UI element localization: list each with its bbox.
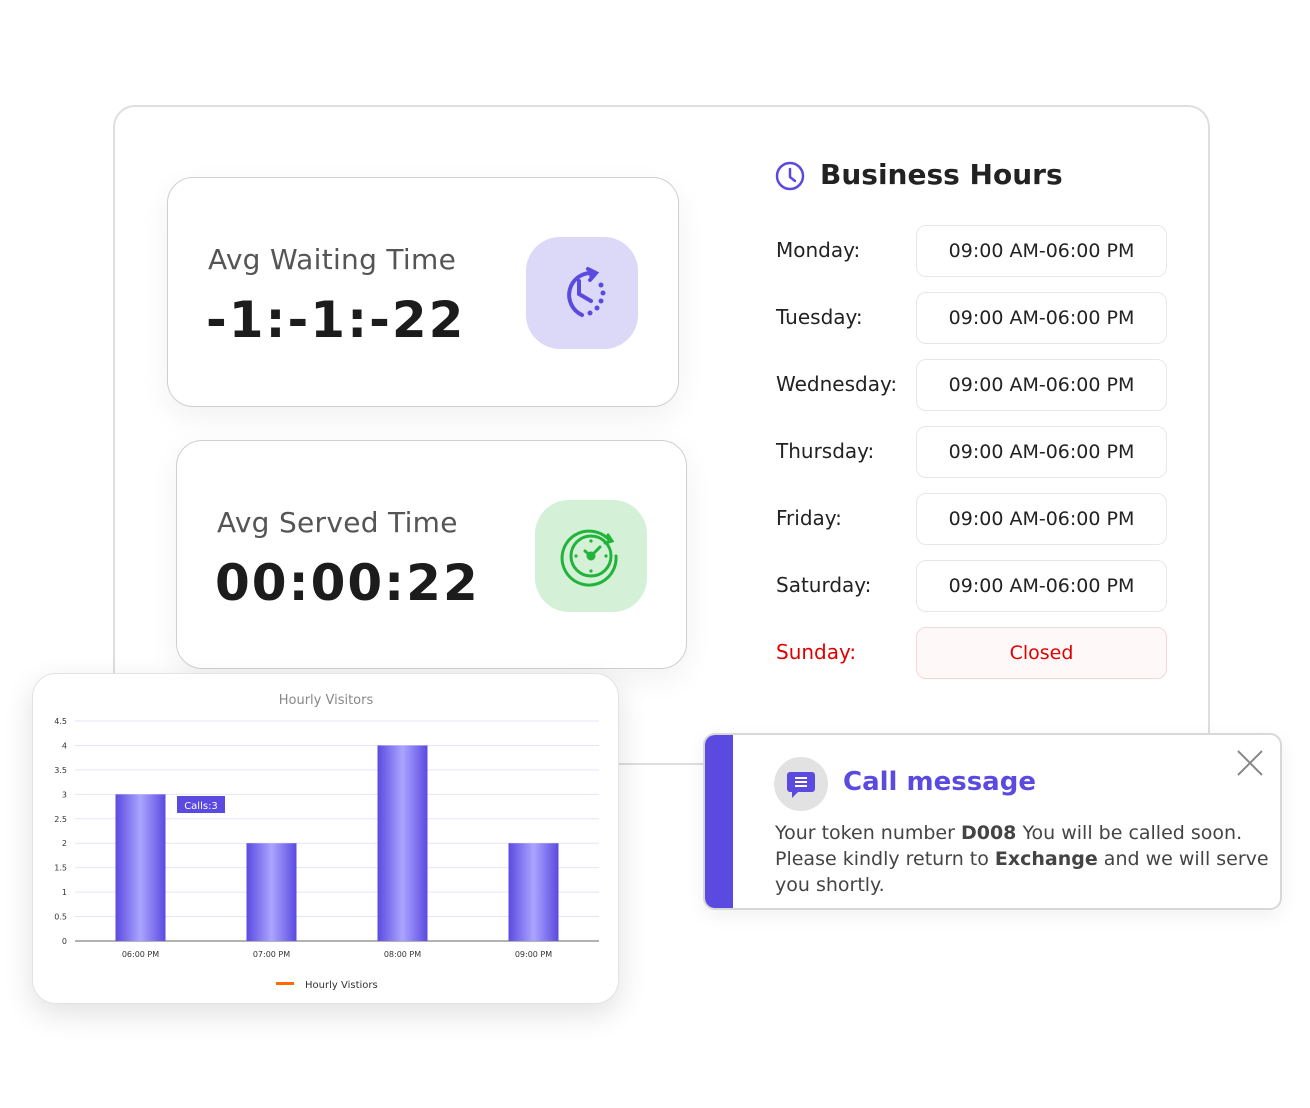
hours-row-friday: Friday: 09:00 AM-06:00 PM [776,493,1168,545]
call-message-body: Your token number D008 You will be calle… [775,820,1275,898]
chart-legend[interactable]: Hourly Vistiors [276,980,378,991]
avg-waiting-time-label: Avg Waiting Time [208,243,457,276]
chat-message-icon [774,757,828,811]
bar-0600[interactable] [115,794,166,941]
hours-field[interactable]: 09:00 AM-06:00 PM [916,292,1167,344]
hours-row-wednesday: Wednesday: 09:00 AM-06:00 PM [776,359,1168,411]
hours-field[interactable]: 09:00 AM-06:00 PM [916,359,1167,411]
message-text: You will be called soon. Please kindly r… [775,822,1243,870]
clock-rotate-icon [526,237,638,349]
avg-served-time-value: 00:00:22 [215,554,480,612]
y-tick-label: 2.5 [54,815,67,824]
chart-tooltip: Calls:3 [177,796,225,813]
hours-row-thursday: Thursday: 09:00 AM-06:00 PM [776,426,1168,478]
avg-waiting-time-value: -1:-1:-22 [206,291,466,349]
location-name: Exchange [994,848,1098,870]
x-tick-label: 08:00 PM [384,950,421,959]
y-tick-label: 1.5 [54,864,67,873]
bar-0700[interactable] [246,843,297,941]
hours-row-saturday: Saturday: 09:00 AM-06:00 PM [776,560,1168,612]
accent-bar [705,735,733,908]
y-tick-label: 0 [62,937,67,946]
token-number: D008 [960,822,1017,844]
y-tick-label: 3 [62,790,67,799]
day-label: Wednesday: [776,372,898,396]
avg-waiting-time-card: Avg Waiting Time -1:-1:-22 [167,177,679,407]
close-icon[interactable] [1236,749,1264,781]
clock-icon [775,161,805,195]
bar-0800[interactable] [377,745,428,941]
tooltip-text: Calls:3 [184,801,218,812]
day-label: Tuesday: [776,305,863,329]
call-message-toast: Call message Your token number D008 You … [703,733,1282,910]
day-label: Friday: [776,506,842,530]
hours-field[interactable]: 09:00 AM-06:00 PM [916,493,1167,545]
y-tick-label: 4.5 [54,717,67,726]
avg-served-time-card: Avg Served Time 00:00:22 [176,440,687,669]
y-tick-label: 1 [62,888,67,897]
message-text: and we will serve you shortly. [775,848,1269,896]
stopwatch-refresh-icon [535,500,647,612]
call-message-title: Call message [843,767,1036,797]
hours-row-sunday: Sunday: Closed [776,627,1168,679]
y-tick-label: 3.5 [54,766,67,775]
avg-served-time-label: Avg Served Time [217,506,458,539]
x-tick-label: 06:00 PM [122,950,159,959]
hours-row-monday: Monday: 09:00 AM-06:00 PM [776,225,1168,277]
day-label: Sunday: [776,640,857,664]
x-tick-label: 07:00 PM [253,950,290,959]
legend-label: Hourly Vistiors [305,980,378,991]
y-tick-label: 2 [62,839,67,848]
bar-0900[interactable] [508,843,559,941]
business-hours-title: Business Hours [820,158,1063,191]
legend-swatch [276,982,294,985]
chart-title: Hourly Visitors [279,693,374,708]
day-label: Saturday: [776,573,872,597]
hours-row-tuesday: Tuesday: 09:00 AM-06:00 PM [776,292,1168,344]
hours-field[interactable]: 09:00 AM-06:00 PM [916,426,1167,478]
hours-field[interactable]: 09:00 AM-06:00 PM [916,560,1167,612]
hourly-visitors-chart: Hourly Visitors 0 0.5 1 1.5 2 2.5 3 3.5 4 4.5 06:0… [54,693,599,991]
x-tick-label: 09:00 PM [515,950,552,959]
hourly-visitors-chart-card: Hourly Visitors 0 0.5 1 1.5 2 2.5 3 3.5 4 4.5 06:0… [32,673,619,1004]
closed-field[interactable]: Closed [916,627,1167,679]
day-label: Thursday: [776,439,875,463]
day-label: Monday: [776,238,861,262]
hours-field[interactable]: 09:00 AM-06:00 PM [916,225,1167,277]
message-text: Your token number [775,822,961,844]
y-tick-label: 0.5 [54,913,67,922]
y-tick-label: 4 [62,741,67,750]
